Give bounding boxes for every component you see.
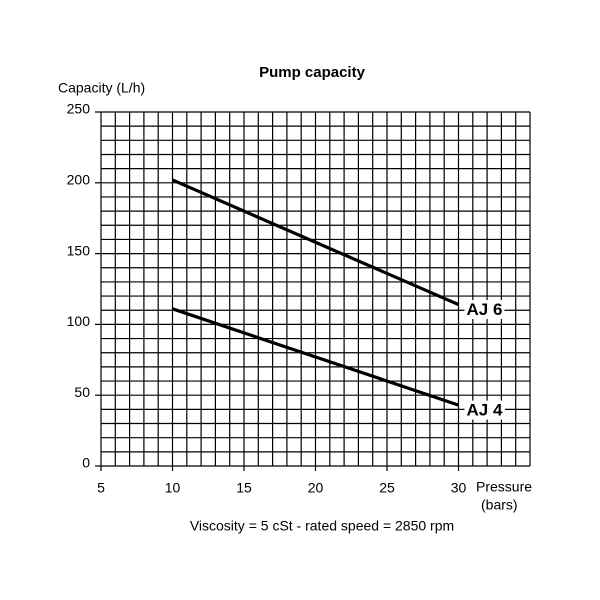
x-tick-label: 15 [236,480,252,496]
legend-label: AJ 4 [467,401,503,420]
y-tick-label: 200 [67,172,91,188]
y-tick-label: 150 [67,242,91,258]
y-tick-label: 250 [67,101,91,117]
x-tick-label: 30 [451,480,467,496]
x-axis-label: (bars) [481,497,518,513]
legend-label-bg [464,300,505,320]
footnote: Viscosity = 5 cSt - rated speed = 2850 r… [190,518,454,534]
x-tick-label: 25 [379,480,395,496]
line [171,178,460,307]
x-tick-label: 10 [165,480,181,496]
y-axis-label: Capacity (L/h) [58,80,145,96]
legend-label-bg [464,400,505,420]
y-tick-label: 50 [74,384,90,400]
y-tick-label: 0 [82,455,90,471]
x-tick-label: 20 [308,480,324,496]
chart-title: Pump capacity [259,64,366,81]
x-tick-label: 5 [97,480,105,496]
line [171,307,460,407]
y-tick-label: 100 [67,313,91,329]
x-axis-label: Pressure [476,479,532,495]
legend-label: AJ 6 [467,300,503,319]
